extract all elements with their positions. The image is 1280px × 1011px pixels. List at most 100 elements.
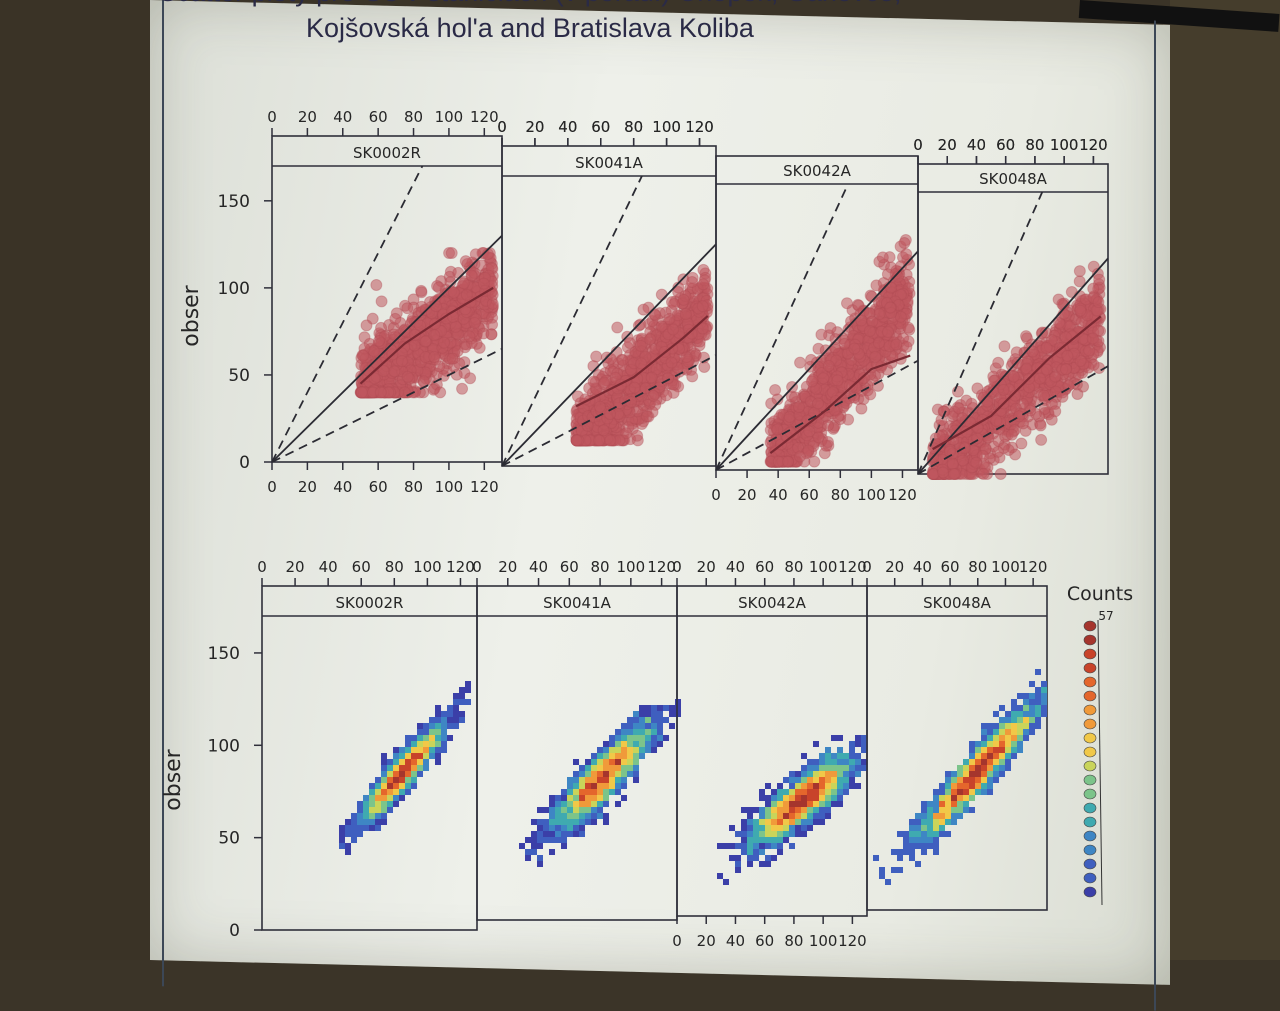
hexbin-cell [1029,705,1035,711]
hexbin-cell [735,831,741,837]
scatter-x-tick-label: 120 [1079,136,1108,154]
scatter-x-tick-label: 100 [435,108,464,126]
scatter-point [434,386,447,399]
hexbin-cell [807,783,813,789]
hexbin-x-tick-label: 60 [941,558,960,576]
hexbin-cell [747,861,753,867]
hexbin-cell [981,777,987,783]
hexbin-cell [399,771,405,777]
scatter-point [631,429,644,442]
hexbin-cell [1011,741,1017,747]
hexbin-cell [405,741,411,747]
hexbin-cell [1017,729,1023,735]
scatter-point [401,370,414,383]
hexbin-cell [927,843,933,849]
hexbin-cell [783,807,789,813]
hexbin-cell [843,753,849,759]
scatter-point [890,338,903,351]
hexbin-cell [753,843,759,849]
hexbin-cell [351,825,357,831]
hexbin-cell [549,831,555,837]
scatter-strip-label: SK0048A [979,170,1048,188]
hexbin-cell [411,753,417,759]
hexbin-cell [723,843,729,849]
hexbin-cell [801,825,807,831]
legend-axis [1097,619,1103,906]
hexbin-cell [783,789,789,795]
scatter-x-tick-label: 0 [267,108,277,126]
hexbin-cell [615,735,621,741]
scatter-point [1056,297,1069,310]
hexbin-cell [387,771,393,777]
hexbin-x-tick-label: 20 [498,558,517,576]
scatter-x-tick-label: 120 [888,486,917,504]
hexbin-cell [399,747,405,753]
hexbin-cell [555,807,561,813]
hexbin-cell [981,729,987,735]
scatter-point [408,339,421,352]
hexbin-cell [393,783,399,789]
hexbin-cell [381,765,387,771]
hexbin-cell [729,843,735,849]
hexbin-cell [633,747,639,753]
hexbin-cell [435,723,441,729]
hexbin-cell [753,849,759,855]
hexbin-x-tick-label: 100 [809,558,838,576]
hexbin-x-tick-label: 0 [257,558,267,576]
hexbin-cell [597,807,603,813]
scatter-point [679,307,692,320]
hexbin-cell [573,825,579,831]
hexbin-cell [453,711,459,717]
hexbin-cell [765,807,771,813]
hexbin-cell [927,819,933,825]
hexbin-cell [807,825,813,831]
hexbin-cell [597,795,603,801]
hexbin-cell [747,825,753,831]
hexbin-cells-SK0041A [519,699,681,867]
hexbin-cell [603,783,609,789]
scatter-x-tick-label: 120 [685,118,714,136]
hexbin-cell [609,777,615,783]
hexbin-cell [963,789,969,795]
hexbin-cell [537,837,543,843]
hexbin-y-tick-label: 0 [229,921,240,941]
slide-title-line-1: Scatter ploty pre O3 v staniciach (v por… [150,0,910,10]
scatter-point [644,333,657,346]
hexbin-cell [585,765,591,771]
hexbin-cell [855,771,861,777]
hexbin-cell [651,747,657,753]
hexbin-cell [405,765,411,771]
hexbin-cell [813,813,819,819]
hexbin-cell [597,759,603,765]
hexbin-cell [441,717,447,723]
hexbin-cell [747,813,753,819]
hexbin-cell [573,783,579,789]
hexbin-cell [777,807,783,813]
hexbin-cell [585,771,591,777]
hexbin-cell [567,783,573,789]
hexbin-cell [399,789,405,795]
legend-swatch [1083,872,1097,884]
hexbin-cell [819,795,825,801]
hexbin-cell [939,819,945,825]
scatter-point [375,295,388,308]
hexbin-x-tick-label: 100 [617,558,646,576]
hexbin-cell [939,807,945,813]
hexbin-cell [339,831,345,837]
hexbin-cell [957,771,963,777]
hexbin-cell [777,825,783,831]
hexbin-cell [915,837,921,843]
scatter-point [1061,349,1074,362]
hexbin-cell [579,783,585,789]
scatter-point [460,288,473,301]
hexbin-cell [579,807,585,813]
scatter-point [808,455,821,468]
hexbin-cell [453,699,459,705]
hexbin-cell [1011,735,1017,741]
scatter-x-tick-label: 20 [298,478,317,496]
scatter-point [357,349,370,362]
scatter-point [446,352,459,365]
hexbin-cell [345,819,351,825]
hexbin-cell [549,837,555,843]
hexbin-cell [849,759,855,765]
